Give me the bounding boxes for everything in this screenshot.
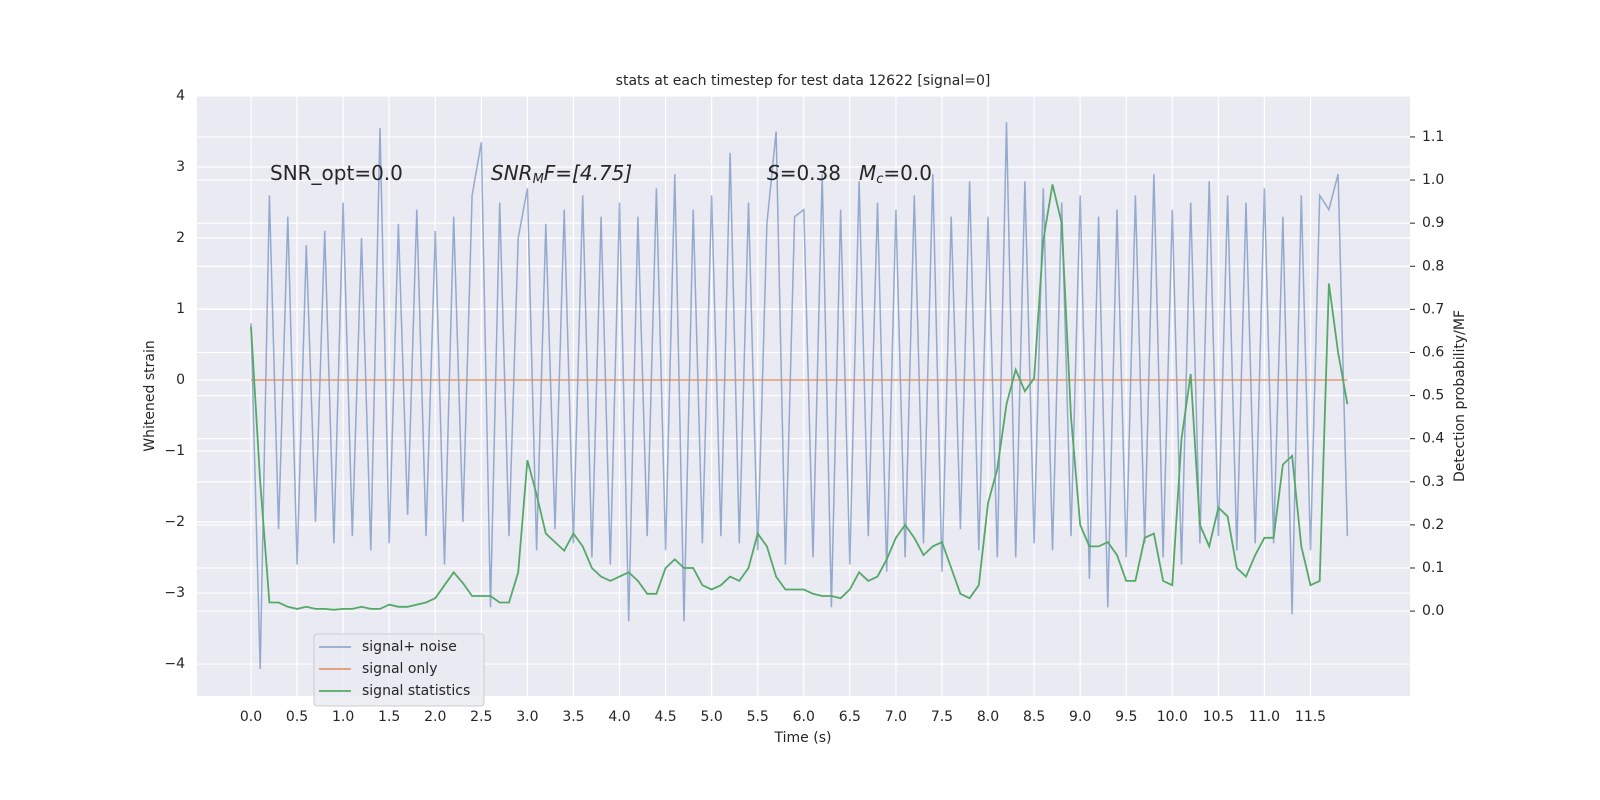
annotation-text: =0.38 [780, 161, 841, 185]
y2-tick-label: 0.3 [1422, 474, 1444, 490]
y2-axis-label: Detection probability/MF [1452, 310, 1468, 482]
y-tick-label: −2 [164, 514, 185, 530]
x-tick-label: 4.0 [608, 709, 630, 725]
x-tick-label: 2.0 [424, 709, 446, 725]
x-tick-label: 1.0 [332, 709, 354, 725]
y2-tick-label: 0.4 [1422, 431, 1444, 447]
x-tick-label: 11.5 [1295, 709, 1326, 725]
y-tick-label: 1 [176, 301, 185, 317]
x-tick-label: 9.0 [1069, 709, 1091, 725]
y-tick-label: 3 [176, 159, 185, 175]
legend-box [313, 633, 485, 707]
series-line [250, 184, 1349, 611]
x-axis-label: Time (s) [774, 730, 832, 746]
y-tick-label: −1 [164, 443, 185, 459]
x-tick-label: 8.5 [1023, 709, 1045, 725]
x-tick-label: 6.5 [839, 709, 861, 725]
x-tick-label: 5.0 [701, 709, 723, 725]
y2-tick-label: 0.0 [1422, 603, 1444, 619]
y-tick-label: 0 [176, 372, 185, 388]
x-tick-label: 2.5 [470, 709, 492, 725]
annotation-text: c [876, 172, 883, 187]
annotation-text: SNR [491, 161, 533, 185]
y-tick-label: 2 [176, 230, 185, 246]
x-tick-label: 3.0 [516, 709, 538, 725]
lines [250, 122, 1349, 670]
y2-tick-label: 1.0 [1422, 172, 1444, 188]
y2-tick-label: 0.9 [1422, 215, 1444, 231]
annotation-text: M [859, 161, 876, 185]
annotation-text: M [533, 172, 544, 187]
annotation: SNRMF=[4.75] [491, 161, 632, 187]
y-tick-label: −3 [164, 585, 185, 601]
series-line [250, 122, 1349, 670]
x-tick-label: 1.5 [378, 709, 400, 725]
x-tick-label: 6.0 [793, 709, 815, 725]
legend-label: signal statistics [362, 683, 470, 699]
y2-tick-label: 0.7 [1422, 301, 1444, 317]
annotation-text: SNR_opt=0.0 [270, 161, 403, 185]
x-tick-label: 4.5 [654, 709, 676, 725]
axes: 0.0 0.5 1.0 1.5 2.0 2.5 3.0 3.5 4.0 4.5 5.0 5.5 6.0 6… [164, 88, 1444, 725]
x-tick-label: 11.0 [1249, 709, 1280, 725]
y-axis-label: Whitened strain [142, 340, 158, 451]
y-tick-label: −4 [164, 656, 185, 672]
grid [197, 95, 1410, 696]
annotation: S=0.38 Mc=0.0 [767, 161, 932, 187]
x-tick-label: 5.5 [747, 709, 769, 725]
y2-tick-label: 0.1 [1422, 560, 1444, 576]
annotation-text: S [767, 161, 780, 185]
annotation-text: =0.0 [883, 161, 932, 185]
annotation-text: F=[4.75] [544, 161, 632, 185]
y2-tick-label: 0.2 [1422, 517, 1444, 533]
legend: signal+ noise signal only signal statistic… [313, 633, 485, 707]
legend-label: signal+ noise [362, 639, 457, 655]
y2-tick-label: 0.8 [1422, 258, 1444, 274]
x-tick-label: 7.0 [885, 709, 907, 725]
x-tick-label: 0.0 [240, 709, 262, 725]
x-tick-label: 10.5 [1203, 709, 1234, 725]
y2-tick-label: 0.5 [1422, 388, 1444, 404]
x-tick-label: 3.5 [562, 709, 584, 725]
x-tick-label: 0.5 [286, 709, 308, 725]
chart-title: stats at each timestep for test data 126… [616, 73, 991, 89]
x-tick-label: 9.5 [1115, 709, 1137, 725]
annotation: SNR_opt=0.0 [270, 161, 403, 185]
x-tick-label: 8.0 [977, 709, 999, 725]
x-tick-label: 10.0 [1157, 709, 1188, 725]
x-tick-label: 7.5 [931, 709, 953, 725]
y2-tick-label: 0.6 [1422, 344, 1444, 360]
y2-tick-label: 1.1 [1422, 129, 1444, 145]
y-tick-label: 4 [176, 88, 185, 104]
legend-label: signal only [362, 661, 437, 677]
